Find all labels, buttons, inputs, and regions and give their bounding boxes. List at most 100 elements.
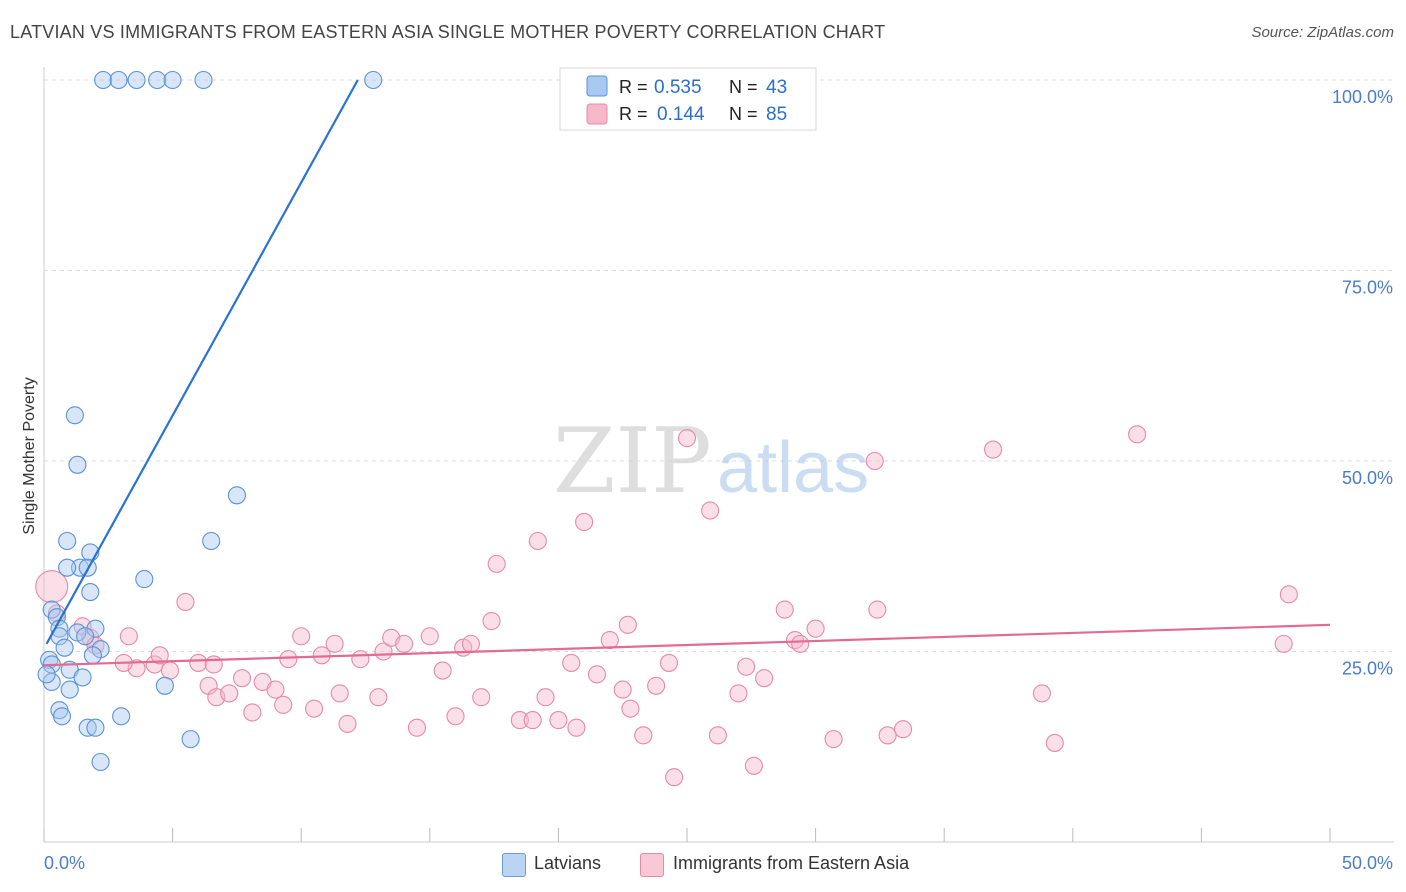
pink-point-50 bbox=[575, 512, 594, 532]
pink-point-47 bbox=[549, 711, 568, 730]
blue-point-34 bbox=[60, 680, 79, 699]
pink-point-62 bbox=[708, 726, 727, 745]
blue-point-8 bbox=[68, 455, 87, 474]
pink-point-36 bbox=[433, 661, 452, 680]
pink-point-52 bbox=[600, 631, 619, 650]
blue-point-40 bbox=[86, 718, 105, 737]
blue-point-11 bbox=[58, 531, 77, 551]
pink-point-73 bbox=[868, 600, 887, 619]
legend-r-label-1: R = bbox=[619, 77, 653, 97]
x-tick-label-max: 50.0% bbox=[1342, 853, 1393, 873]
blue-point-2 bbox=[127, 70, 146, 90]
y-tick-label-100: 100.0% bbox=[1332, 87, 1393, 107]
pink-point-69 bbox=[791, 634, 810, 653]
y-axis-label: Single Mother Poverty bbox=[21, 377, 38, 534]
pink-point-63 bbox=[729, 684, 748, 703]
pink-point-23 bbox=[292, 627, 311, 646]
axes bbox=[43, 67, 1394, 843]
gridlines bbox=[44, 79, 1394, 652]
blue-point-10 bbox=[202, 531, 221, 551]
pink-point-74 bbox=[878, 726, 897, 745]
pink-point-44 bbox=[523, 711, 542, 730]
pink-point-46 bbox=[536, 688, 555, 707]
pink-point-11 bbox=[176, 592, 195, 612]
y-tick-label-25: 25.0% bbox=[1342, 659, 1393, 679]
legend-r-label-2: R = bbox=[619, 104, 653, 124]
legend-r-value-1: 0.535 bbox=[654, 77, 702, 98]
watermark-zip: ZIP bbox=[553, 409, 712, 514]
pink-point-79 bbox=[1128, 425, 1147, 444]
legend-n-label-1: N = bbox=[729, 77, 763, 97]
pink-point-17 bbox=[232, 669, 252, 688]
bottom-legend-label-immigrants: Immigrants from Eastern Asia bbox=[673, 853, 910, 873]
blue-point-24 bbox=[76, 627, 95, 646]
blue-point-4 bbox=[163, 70, 182, 90]
pink-point-76 bbox=[984, 440, 1003, 459]
y-tick-label-75: 75.0% bbox=[1342, 278, 1393, 298]
pink-point-29 bbox=[351, 650, 370, 669]
source-label: Source: ZipAtlas.com bbox=[1251, 24, 1394, 41]
pink-point-67 bbox=[775, 600, 794, 619]
blue-point-37 bbox=[52, 707, 72, 726]
bottom-legend-swatch-immigrants bbox=[640, 853, 664, 877]
pink-point-34 bbox=[407, 718, 426, 737]
trendlines bbox=[43, 79, 1331, 667]
blue-point-17 bbox=[81, 583, 100, 602]
pink-point-72 bbox=[865, 451, 884, 471]
pink-point-15 bbox=[204, 655, 223, 674]
blue-point-9 bbox=[227, 486, 246, 505]
pink-point-64 bbox=[737, 657, 756, 676]
pink-point-80 bbox=[1274, 634, 1293, 653]
blue-point-1 bbox=[109, 70, 128, 90]
pink-point-0 bbox=[35, 570, 69, 604]
watermark: ZIP atlas bbox=[553, 409, 869, 514]
trendline-latvians bbox=[45, 79, 359, 645]
pink-point-54 bbox=[618, 615, 637, 634]
pink-point-21 bbox=[274, 695, 293, 714]
pink-point-49 bbox=[567, 718, 586, 737]
pink-point-24 bbox=[305, 699, 324, 718]
blue-point-5 bbox=[194, 70, 213, 90]
pink-point-28 bbox=[338, 714, 357, 733]
chart-title: LATVIAN VS IMMIGRANTS FROM EASTERN ASIA … bbox=[10, 22, 886, 42]
series-immigrants-eastern-asia bbox=[35, 425, 1298, 787]
pink-point-66 bbox=[755, 669, 774, 688]
blue-point-35 bbox=[155, 676, 174, 695]
blue-point-21 bbox=[86, 619, 105, 638]
blue-point-15 bbox=[58, 558, 77, 577]
watermark-atlas: atlas bbox=[717, 428, 869, 508]
blue-point-42 bbox=[91, 752, 110, 772]
blue-point-0 bbox=[94, 70, 113, 90]
bottom-legend-label-latvians: Latvians bbox=[534, 853, 602, 873]
bottom-legend-swatch-latvians bbox=[502, 853, 526, 877]
pink-point-60 bbox=[677, 429, 697, 448]
pink-point-45 bbox=[528, 531, 547, 551]
blue-point-25 bbox=[55, 638, 74, 657]
pink-point-8 bbox=[145, 655, 164, 674]
pink-point-37 bbox=[446, 707, 465, 726]
pink-point-77 bbox=[1032, 684, 1051, 703]
legend-n-value-2: 85 bbox=[766, 104, 787, 125]
pink-point-27 bbox=[330, 684, 349, 703]
blue-point-3 bbox=[148, 70, 167, 90]
y-tick-label-50: 50.0% bbox=[1342, 468, 1393, 488]
pink-point-65 bbox=[744, 756, 763, 775]
blue-point-38 bbox=[112, 707, 131, 726]
pink-point-48 bbox=[562, 653, 581, 672]
pink-point-5 bbox=[119, 627, 138, 646]
pink-point-55 bbox=[621, 699, 640, 718]
pink-point-39 bbox=[461, 634, 481, 653]
pink-point-12 bbox=[189, 653, 208, 672]
blue-point-33 bbox=[37, 665, 56, 684]
bottom-legend: Latvians Immigrants from Eastern Asia bbox=[0, 850, 1406, 880]
legend-r-value-2: 0.144 bbox=[657, 104, 705, 125]
blue-point-7 bbox=[65, 406, 84, 425]
x-tick-label-min: 0.0% bbox=[44, 853, 85, 873]
blue-point-6 bbox=[364, 70, 383, 90]
pink-point-78 bbox=[1045, 733, 1064, 752]
pink-point-30 bbox=[369, 688, 388, 707]
pink-point-9 bbox=[150, 646, 169, 665]
pink-point-75 bbox=[893, 720, 913, 739]
pink-point-20 bbox=[266, 680, 285, 699]
